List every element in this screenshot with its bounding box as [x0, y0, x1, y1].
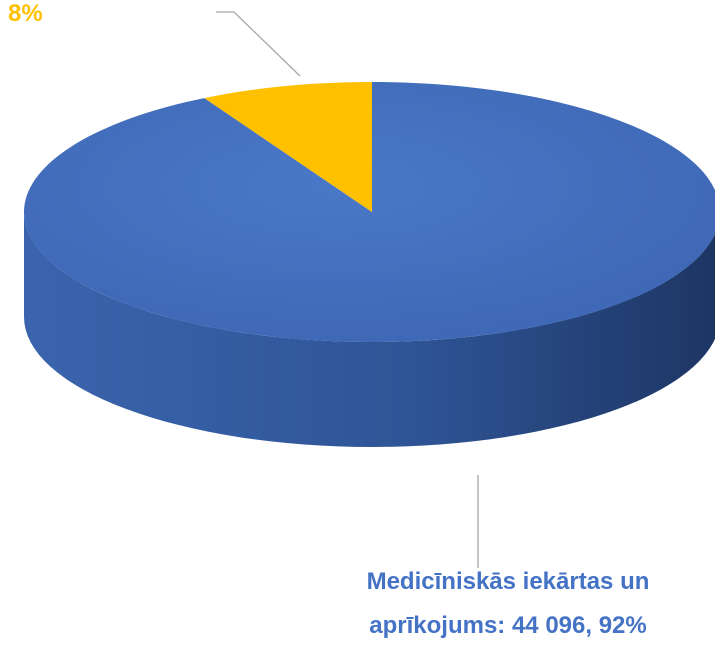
- data-label: Medicīniskās iekārtas un aprīkojums: 44 …: [366, 568, 650, 639]
- slice: [24, 82, 715, 342]
- slice: [204, 82, 372, 212]
- slice-side: [24, 212, 715, 447]
- leader-line: [216, 11, 301, 77]
- data-label: 8%: [8, 0, 43, 27]
